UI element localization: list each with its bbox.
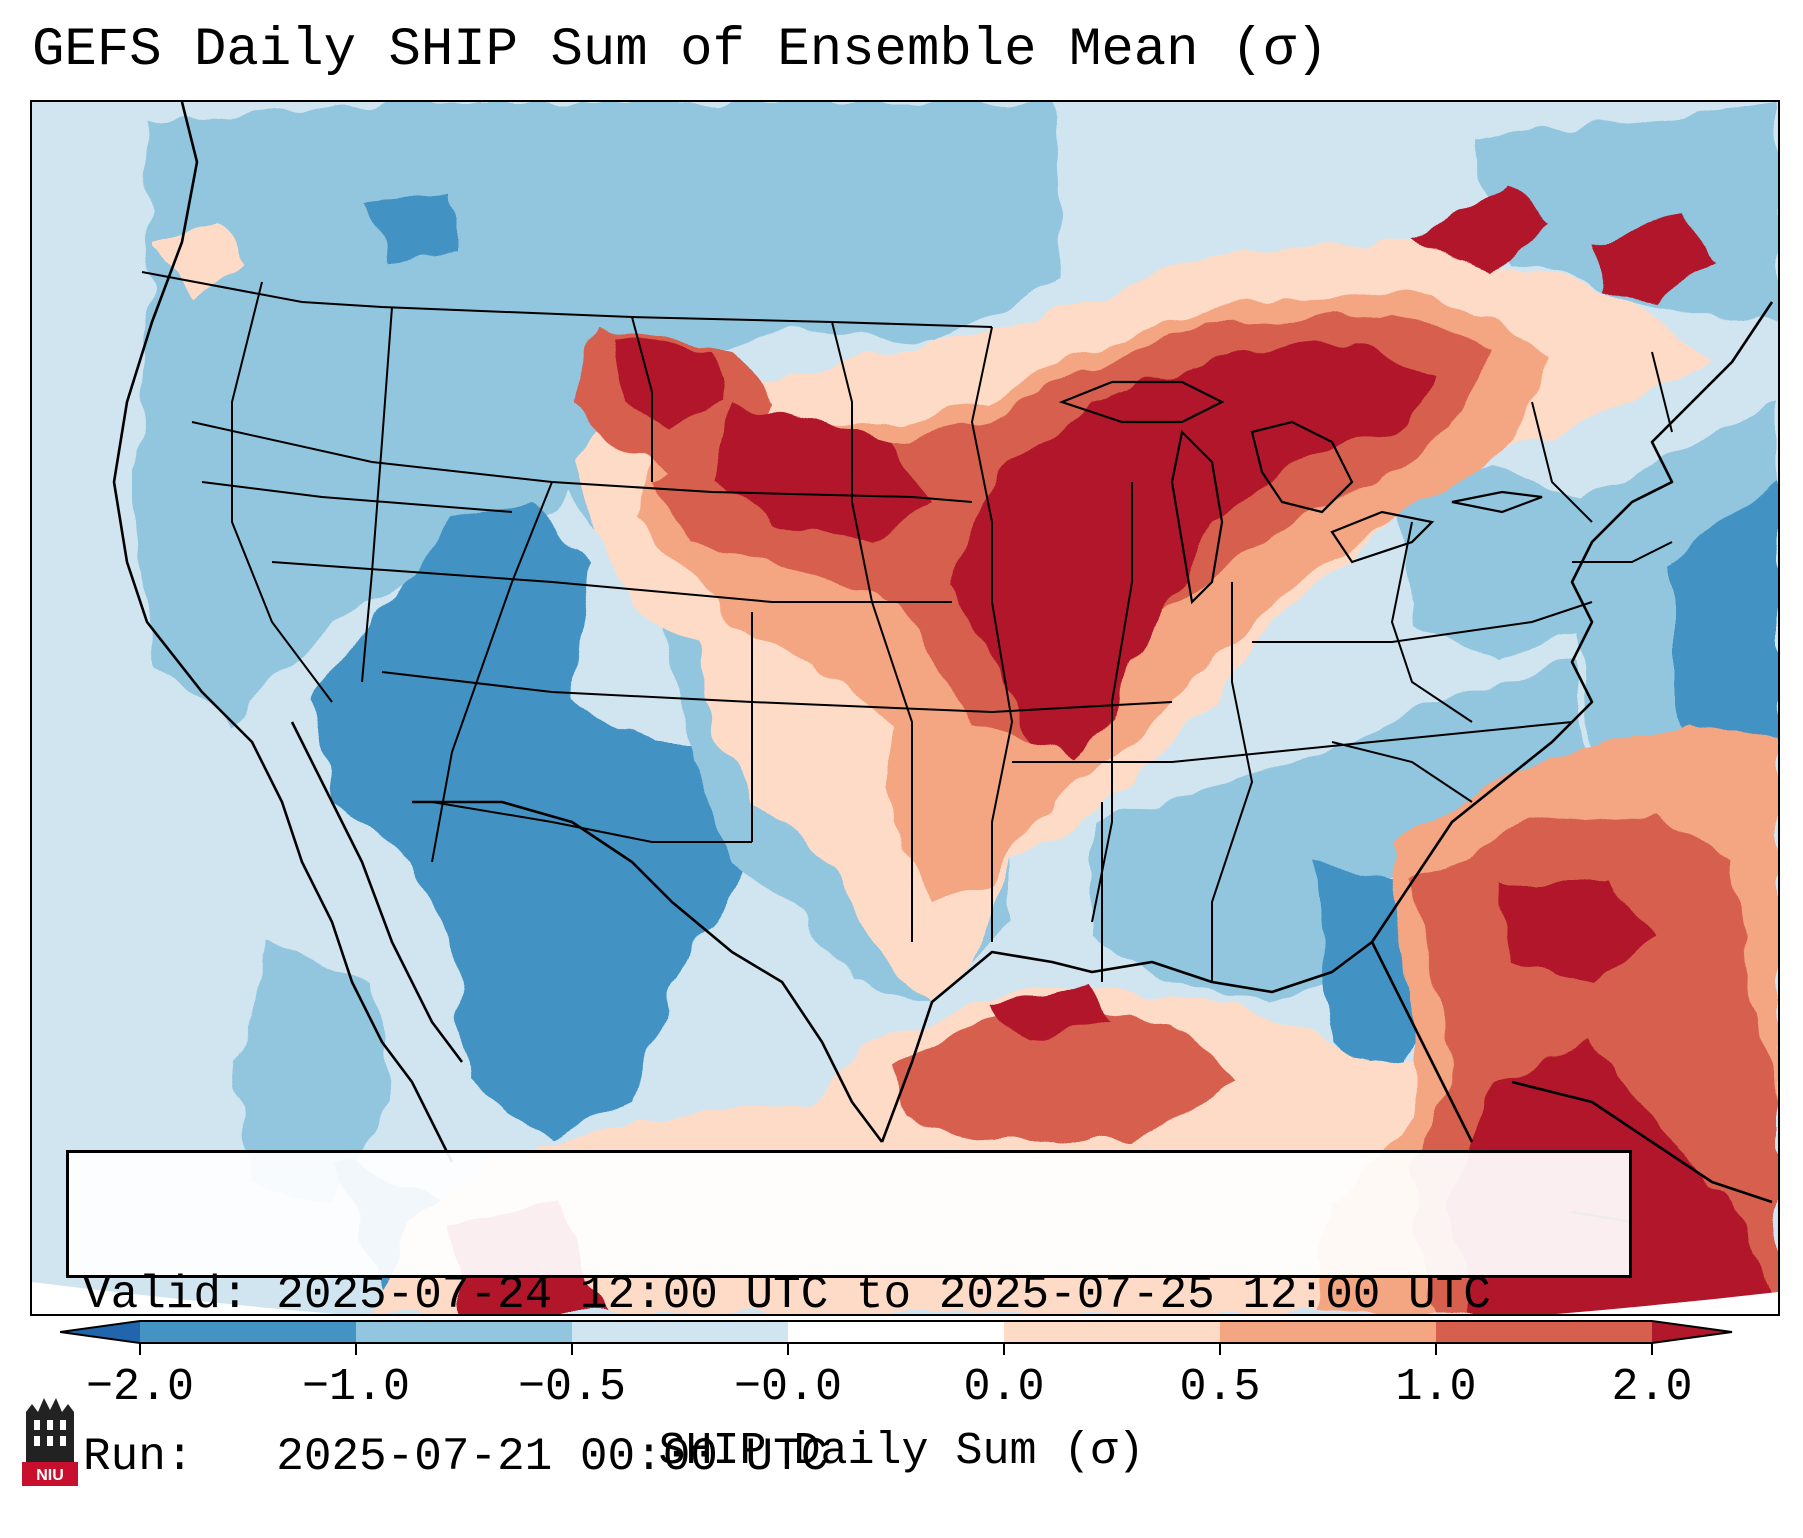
coastlines [112, 102, 1774, 1224]
colorbar-under-arrow [60, 1321, 140, 1343]
colorbar-segment [1220, 1321, 1436, 1343]
projection-edge [32, 1282, 1778, 1314]
map-frame [30, 100, 1780, 1316]
colorbar-segment [572, 1321, 788, 1343]
colorbar-tick-label: −0.5 [517, 1362, 627, 1413]
run-time-text: Run: 2025-07-21 00:00 UTC [83, 1431, 829, 1483]
ship-map [32, 102, 1778, 1314]
colorbar-segment [140, 1321, 356, 1343]
colorbar [60, 1320, 1733, 1355]
valid-time-text: Valid: 2025-07-24 12:00 UTC to 2025-07-2… [83, 1269, 1491, 1321]
colorbar-over-arrow [1652, 1321, 1732, 1343]
niu-logo: NIU [22, 1398, 78, 1486]
colorbar-tick-label: 1.0 [1395, 1362, 1477, 1413]
colorbar-tick-label: −2.0 [85, 1362, 195, 1413]
colorbar-tick-label: 0.0 [963, 1362, 1045, 1413]
map-title: GEFS Daily SHIP Sum of Ensemble Mean (σ) [32, 20, 1329, 81]
colorbar-tick-marks [139, 1343, 1653, 1355]
colorbar-segment [356, 1321, 572, 1343]
colorbar-segment [1004, 1321, 1220, 1343]
colorbar-segment [1436, 1321, 1652, 1343]
great-lakes [1058, 380, 1543, 605]
niu-logo-text: NIU [36, 1467, 64, 1484]
colorbar-segment [788, 1321, 1004, 1343]
validity-info-box: Valid: 2025-07-24 12:00 UTC to 2025-07-2… [66, 1150, 1632, 1483]
colorbar-tick-label: −1.0 [301, 1362, 411, 1413]
colorbar-tick-label: −0.0 [733, 1362, 843, 1413]
colorbar-label: SHIP Daily Sum (σ) [658, 1426, 1145, 1477]
colorbar-tick-label: 2.0 [1611, 1362, 1693, 1413]
colorbar-tick-label: 0.5 [1179, 1362, 1261, 1413]
state-borders [141, 271, 1673, 982]
